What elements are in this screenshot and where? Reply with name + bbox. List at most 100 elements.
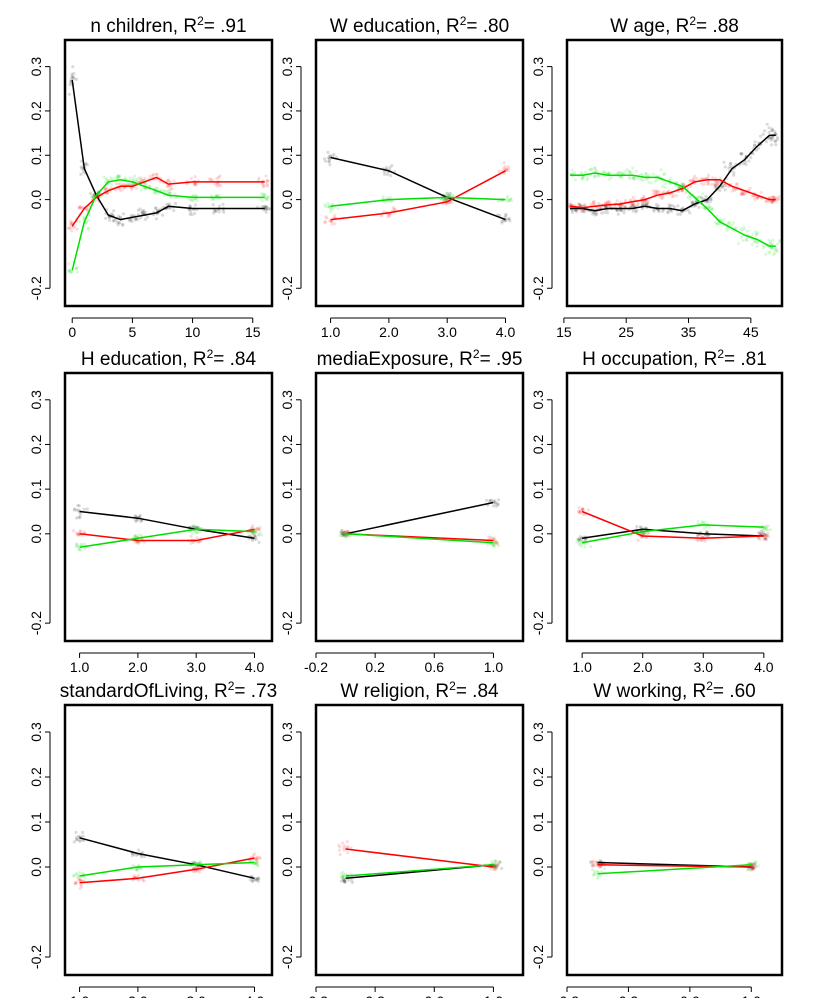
cloud-point-red — [329, 219, 334, 223]
cloud-point-green — [346, 534, 350, 538]
cloud-point-green — [116, 176, 120, 180]
cloud-point-green — [686, 195, 690, 199]
cloud-point-green — [741, 238, 745, 242]
cloud-point-green — [117, 175, 121, 179]
cloud-point-green — [342, 532, 346, 536]
cloud-point-black — [142, 208, 146, 212]
cloud-point-green — [581, 177, 585, 181]
cloud-point-red — [750, 865, 755, 869]
cloud-point-green — [633, 178, 637, 182]
cloud-point-red — [133, 540, 138, 544]
cloud-point-red — [196, 540, 200, 544]
cloud-point-black — [447, 193, 451, 198]
y-tick-label: 0.1 — [279, 145, 295, 165]
cloud-point-black — [600, 211, 604, 215]
cloud-point-green — [492, 543, 496, 547]
y-tick-label: 0.0 — [279, 857, 295, 877]
point-clouds — [67, 65, 271, 274]
cloud-point-black — [709, 199, 713, 203]
cloud-point-red — [777, 195, 781, 199]
cloud-point-green — [596, 870, 600, 874]
cloud-point-red — [67, 226, 71, 230]
cloud-point-black — [696, 533, 700, 537]
cloud-point-black — [328, 163, 332, 167]
y-tick-label: 0.2 — [279, 101, 295, 121]
cloud-point-black — [118, 215, 122, 219]
cloud-point-red — [379, 214, 384, 218]
cloud-point-red — [494, 540, 499, 544]
cloud-point-black — [81, 830, 85, 835]
cloud-point-black — [77, 508, 81, 512]
cloud-point-red — [142, 540, 146, 544]
cloud-point-black — [78, 839, 82, 843]
cloud-point-black — [598, 859, 602, 863]
cloud-point-green — [726, 221, 730, 226]
panel-title: mediaExposure, R2= .95 — [317, 347, 523, 370]
cloud-point-green — [498, 860, 503, 865]
cloud-point-black — [751, 151, 755, 156]
series-line-green — [581, 524, 764, 544]
series-line-red — [79, 528, 255, 542]
cloud-point-green — [77, 547, 81, 551]
cloud-point-black — [84, 161, 88, 165]
cloud-point-red — [213, 182, 217, 186]
cloud-point-green — [90, 195, 94, 199]
cloud-point-green — [330, 202, 334, 207]
cloud-point-red — [69, 219, 73, 223]
cloud-point-green — [137, 176, 141, 180]
cloud-point-black — [342, 878, 346, 882]
cloud-point-green — [84, 220, 89, 224]
cloud-point-green — [210, 198, 214, 202]
cloud-point-black — [388, 166, 392, 170]
cloud-point-green — [388, 195, 393, 199]
cloud-point-black — [758, 531, 762, 535]
cloud-point-black — [343, 879, 347, 883]
cloud-point-green — [194, 525, 198, 530]
x-tick-label: 1.0 — [321, 324, 341, 340]
cloud-point-red — [762, 537, 766, 541]
cloud-point-black — [80, 167, 84, 171]
cloud-point-black — [688, 211, 692, 215]
cloud-point-black — [389, 174, 393, 178]
cloud-point-black — [350, 880, 354, 885]
cloud-point-green — [134, 868, 138, 872]
cloud-point-red — [263, 184, 267, 188]
cloud-point-green — [117, 175, 121, 179]
cloud-point-green — [621, 172, 625, 176]
y-tick-label: 0.3 — [28, 722, 44, 742]
cloud-point-red — [207, 177, 211, 181]
cloud-point-black — [622, 208, 626, 212]
cloud-point-red — [72, 225, 76, 229]
cloud-point-green — [382, 200, 386, 204]
cloud-point-black — [267, 207, 271, 211]
cloud-point-black — [763, 129, 767, 133]
cloud-point-green — [127, 182, 131, 186]
cloud-point-black — [134, 218, 138, 222]
panel-title: H education, R2= .84 — [81, 347, 257, 370]
cloud-point-red — [766, 531, 770, 536]
cloud-point-green — [609, 175, 613, 180]
cloud-point-green — [254, 862, 259, 866]
cloud-point-green — [83, 542, 87, 547]
cloud-point-green — [632, 175, 637, 179]
cloud-point-green — [75, 872, 79, 876]
cloud-point-red — [136, 541, 140, 545]
cloud-point-black — [349, 878, 354, 882]
cloud-point-black — [493, 499, 497, 503]
cloud-point-green — [163, 189, 167, 193]
cloud-point-black — [496, 502, 500, 506]
panel-title-rest: = .60 — [713, 681, 756, 702]
cloud-point-black — [753, 143, 757, 147]
cloud-point-red — [250, 531, 254, 535]
series-line-green — [345, 533, 494, 544]
cloud-point-red — [73, 881, 77, 886]
cloud-point-red — [325, 216, 329, 220]
panel-title-rest: = .80 — [466, 16, 509, 37]
cloud-point-green — [730, 223, 734, 227]
cloud-point-green — [263, 193, 267, 197]
cloud-point-black — [770, 143, 774, 147]
cloud-point-green — [594, 168, 598, 173]
panel-title-main: H occupation, R — [582, 349, 717, 370]
cloud-point-black — [619, 208, 623, 212]
cloud-point-black — [732, 171, 736, 175]
